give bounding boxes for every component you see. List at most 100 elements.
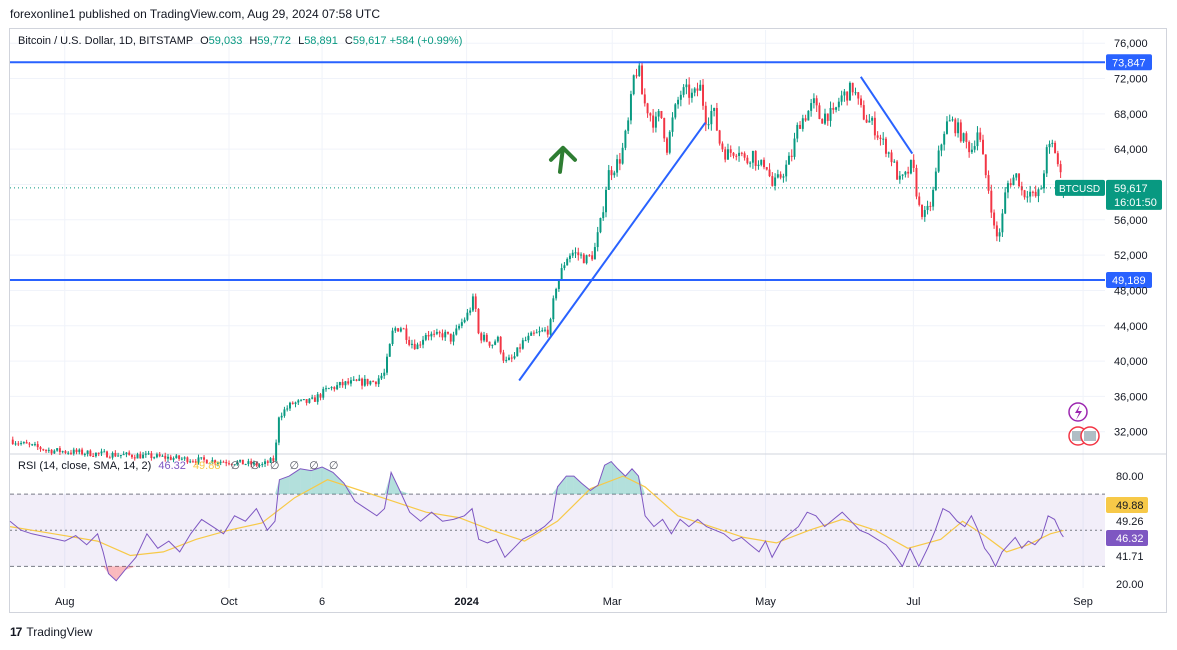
candle-body bbox=[391, 330, 394, 345]
rsi-indicator-label[interactable]: RSI (14, close, SMA, 14, 2) bbox=[18, 460, 152, 472]
candle-body bbox=[86, 450, 89, 454]
candle-body bbox=[718, 130, 721, 144]
candle-body bbox=[982, 139, 984, 155]
candle-body bbox=[491, 344, 494, 346]
candle-body bbox=[183, 457, 186, 459]
candle-body bbox=[64, 451, 67, 453]
chart-frame bbox=[9, 28, 1167, 613]
candle-body bbox=[1037, 189, 1040, 197]
candle-body bbox=[28, 443, 31, 445]
rsi-axis-label: 80.00 bbox=[1116, 471, 1144, 483]
candle-body bbox=[316, 394, 319, 402]
rsi-value: 46.32 bbox=[158, 460, 186, 472]
candle-body bbox=[230, 463, 233, 465]
candle-body bbox=[807, 110, 810, 121]
candle-body bbox=[796, 124, 799, 139]
candle-body bbox=[940, 144, 943, 151]
candle-body bbox=[959, 122, 962, 142]
candle-body bbox=[965, 133, 968, 142]
candle-body bbox=[746, 157, 749, 164]
candle-body bbox=[657, 110, 660, 117]
candle-body bbox=[358, 378, 361, 381]
rsi-oversold-fill bbox=[116, 566, 125, 581]
bar-countdown: 16:01:50 bbox=[1114, 197, 1157, 209]
candle-body bbox=[970, 149, 973, 153]
candle-body bbox=[951, 119, 954, 121]
candle-body bbox=[175, 455, 178, 459]
symbol-label[interactable]: Bitcoin / U.S. Dollar, 1D, BITSTAMP bbox=[18, 35, 194, 47]
candle-body bbox=[857, 92, 860, 99]
candle-body bbox=[707, 124, 710, 126]
candle-body bbox=[629, 94, 632, 121]
candle-body bbox=[613, 172, 616, 176]
close-value: 59,617 bbox=[352, 35, 387, 47]
last-price-label: 59,617 bbox=[1114, 183, 1148, 195]
candle-body bbox=[305, 399, 308, 403]
candle-body bbox=[824, 113, 826, 124]
time-axis-label: Jul bbox=[906, 596, 920, 608]
change-value: +584 (+0.99%) bbox=[389, 35, 463, 47]
candle-body bbox=[441, 333, 444, 338]
candle-body bbox=[596, 232, 599, 248]
candle-body bbox=[976, 132, 979, 147]
candle-body bbox=[912, 159, 915, 168]
candle-body bbox=[374, 381, 377, 385]
time-axis-label: Oct bbox=[220, 596, 237, 608]
price-level-label: 49,189 bbox=[1112, 275, 1146, 287]
candle-body bbox=[114, 452, 117, 457]
candle-body bbox=[943, 133, 946, 145]
candle-body bbox=[488, 341, 491, 346]
candle-body bbox=[934, 171, 937, 190]
candle-body bbox=[621, 147, 624, 164]
candle-body bbox=[909, 159, 912, 174]
candle-body bbox=[142, 454, 145, 459]
candle-body bbox=[258, 465, 261, 467]
candle-body bbox=[865, 119, 868, 123]
candle-body bbox=[485, 334, 488, 342]
candle-body bbox=[94, 452, 97, 457]
price-legend: Bitcoin / U.S. Dollar, 1D, BITSTAMP O59,… bbox=[18, 35, 462, 47]
candle-body bbox=[544, 329, 546, 331]
candle-body bbox=[915, 167, 918, 197]
candle-body bbox=[549, 319, 552, 335]
candle-body bbox=[710, 110, 713, 125]
candle-body bbox=[147, 453, 150, 455]
uptrend-line[interactable] bbox=[518, 122, 707, 382]
candle-body bbox=[665, 138, 668, 153]
symbol-tag: BTCUSD bbox=[1059, 184, 1100, 195]
candle-body bbox=[843, 91, 846, 96]
time-axis-label: Mar bbox=[603, 596, 622, 608]
candle-body bbox=[993, 212, 996, 226]
candle-body bbox=[882, 138, 885, 140]
candle-body bbox=[386, 356, 388, 373]
candle-body bbox=[887, 152, 890, 154]
candle-body bbox=[760, 159, 763, 165]
candle-body bbox=[907, 171, 910, 174]
candle-body bbox=[78, 449, 81, 453]
candle-body bbox=[222, 461, 225, 463]
candle-body bbox=[502, 352, 505, 361]
candle-body bbox=[169, 456, 172, 460]
candle-body bbox=[286, 408, 289, 410]
candle-body bbox=[252, 462, 255, 465]
candle-body bbox=[483, 334, 486, 341]
candle-body bbox=[682, 87, 685, 95]
candle-body bbox=[194, 461, 197, 463]
candle-body bbox=[829, 107, 832, 121]
candle-body bbox=[821, 118, 824, 124]
null-value-icon: ∅ bbox=[269, 460, 280, 472]
candle-body bbox=[513, 356, 516, 359]
candle-body bbox=[1048, 143, 1051, 148]
price-axis-label: 72,000 bbox=[1114, 74, 1148, 86]
candle-body bbox=[363, 378, 366, 386]
candle-body bbox=[671, 117, 674, 132]
rsi-overbought-fill bbox=[604, 461, 612, 495]
downtrend-line[interactable] bbox=[859, 76, 914, 155]
candle-body bbox=[380, 375, 383, 379]
candle-body bbox=[505, 359, 508, 361]
candle-body bbox=[130, 454, 133, 458]
candle-body bbox=[239, 459, 242, 462]
up-arrow-icon[interactable] bbox=[548, 145, 577, 174]
candle-body bbox=[203, 457, 206, 460]
